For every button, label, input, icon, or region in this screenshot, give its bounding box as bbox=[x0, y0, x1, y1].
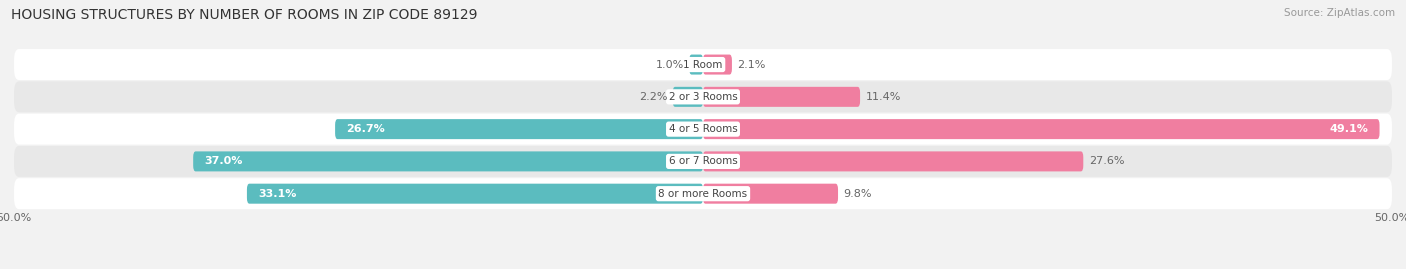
FancyBboxPatch shape bbox=[689, 55, 703, 75]
Text: HOUSING STRUCTURES BY NUMBER OF ROOMS IN ZIP CODE 89129: HOUSING STRUCTURES BY NUMBER OF ROOMS IN… bbox=[11, 8, 478, 22]
Text: 49.1%: 49.1% bbox=[1330, 124, 1368, 134]
FancyBboxPatch shape bbox=[703, 55, 733, 75]
FancyBboxPatch shape bbox=[703, 184, 838, 204]
Text: 33.1%: 33.1% bbox=[257, 189, 297, 199]
FancyBboxPatch shape bbox=[335, 119, 703, 139]
FancyBboxPatch shape bbox=[14, 146, 1392, 177]
FancyBboxPatch shape bbox=[703, 151, 1083, 171]
Text: 26.7%: 26.7% bbox=[346, 124, 385, 134]
FancyBboxPatch shape bbox=[247, 184, 703, 204]
Text: 2.2%: 2.2% bbox=[638, 92, 668, 102]
Text: 9.8%: 9.8% bbox=[844, 189, 872, 199]
Text: 2 or 3 Rooms: 2 or 3 Rooms bbox=[669, 92, 737, 102]
FancyBboxPatch shape bbox=[14, 81, 1392, 112]
FancyBboxPatch shape bbox=[14, 49, 1392, 80]
FancyBboxPatch shape bbox=[14, 178, 1392, 209]
Text: 11.4%: 11.4% bbox=[866, 92, 901, 102]
Text: 2.1%: 2.1% bbox=[738, 59, 766, 70]
Text: 8 or more Rooms: 8 or more Rooms bbox=[658, 189, 748, 199]
FancyBboxPatch shape bbox=[703, 87, 860, 107]
Text: 27.6%: 27.6% bbox=[1088, 156, 1125, 167]
FancyBboxPatch shape bbox=[672, 87, 703, 107]
FancyBboxPatch shape bbox=[703, 119, 1379, 139]
FancyBboxPatch shape bbox=[14, 114, 1392, 145]
Text: 6 or 7 Rooms: 6 or 7 Rooms bbox=[669, 156, 737, 167]
FancyBboxPatch shape bbox=[193, 151, 703, 171]
Text: Source: ZipAtlas.com: Source: ZipAtlas.com bbox=[1284, 8, 1395, 18]
Text: 4 or 5 Rooms: 4 or 5 Rooms bbox=[669, 124, 737, 134]
Text: 1.0%: 1.0% bbox=[655, 59, 683, 70]
Text: 1 Room: 1 Room bbox=[683, 59, 723, 70]
Text: 37.0%: 37.0% bbox=[204, 156, 243, 167]
